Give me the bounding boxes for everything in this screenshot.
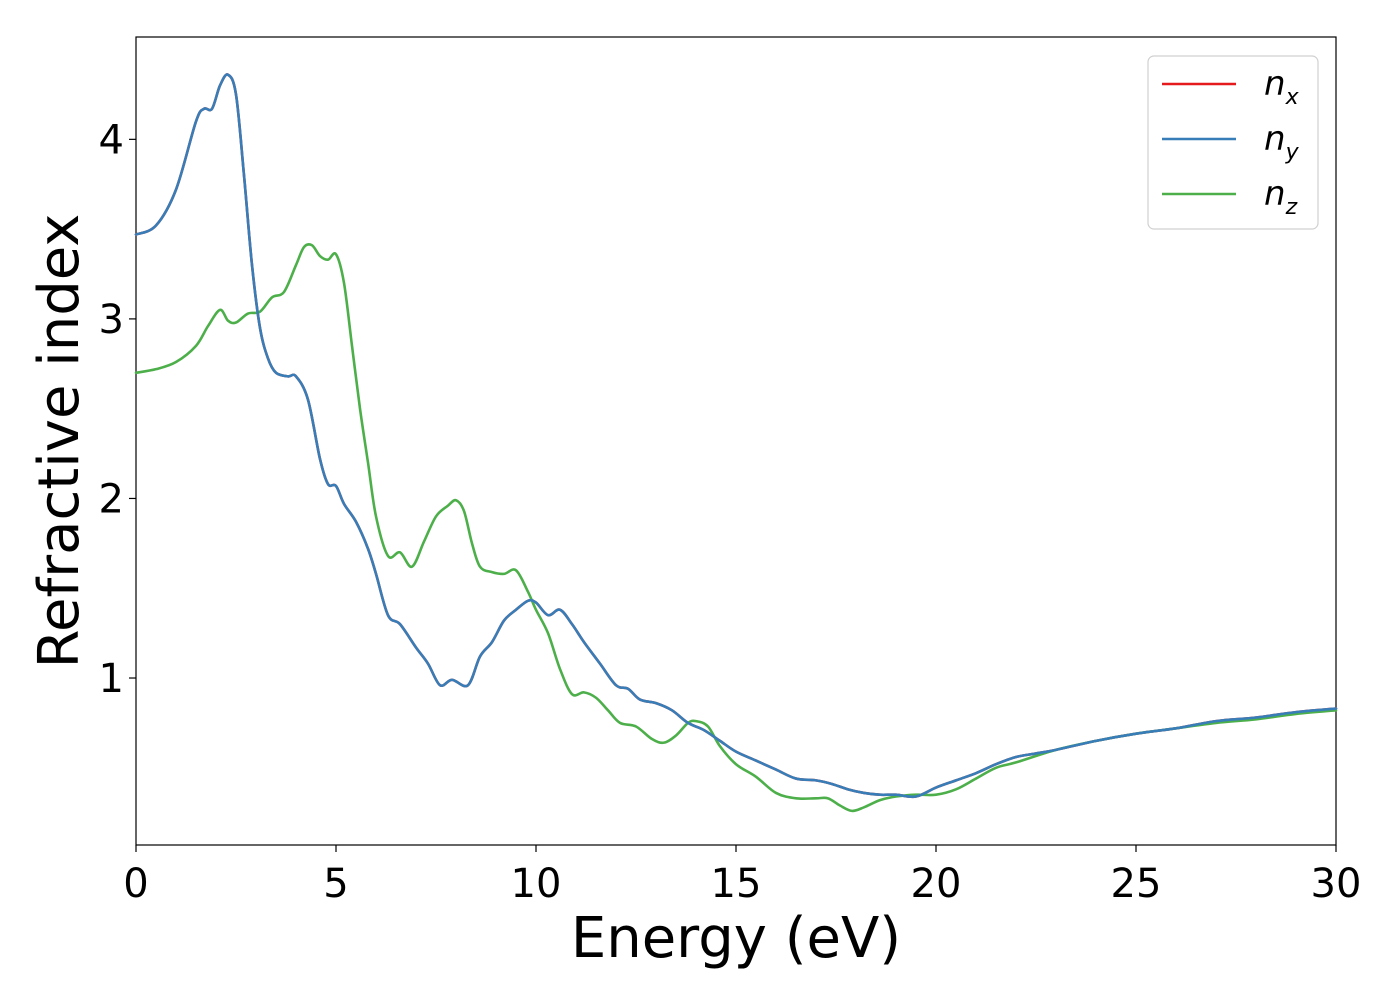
x-tick-label: 30 — [1311, 861, 1362, 907]
series-layer — [134, 73, 1338, 813]
y-tick-label: 2 — [99, 476, 124, 522]
x-tick-label: 15 — [711, 861, 762, 907]
x-axis: 0 5 10 15 20 25 30 — [123, 845, 1361, 907]
legend-items: nx ny nz — [1162, 64, 1300, 220]
series-line-y — [134, 73, 1338, 799]
x-tick-label: 20 — [911, 861, 962, 907]
legend-label-z: nz — [1264, 174, 1298, 220]
x-tick-label: 5 — [323, 861, 348, 907]
series-line-z — [134, 243, 1338, 813]
legend-label-x: nx — [1264, 64, 1300, 110]
y-tick-label: 4 — [99, 117, 124, 163]
x-tick-label: 0 — [123, 861, 148, 907]
legend: nx ny nz — [1147, 55, 1319, 230]
x-tick-label: 25 — [1111, 861, 1162, 907]
x-axis-label: Energy (eV) — [571, 906, 901, 971]
legend-box — [1147, 55, 1319, 230]
y-axis: 1 2 3 4 — [99, 117, 136, 702]
x-tick-label: 10 — [511, 861, 562, 907]
y-tick-label: 3 — [99, 297, 124, 343]
y-tick-label: 1 — [99, 656, 124, 702]
y-axis-label: Refractive index — [27, 214, 92, 669]
legend-label-y: ny — [1264, 119, 1300, 165]
